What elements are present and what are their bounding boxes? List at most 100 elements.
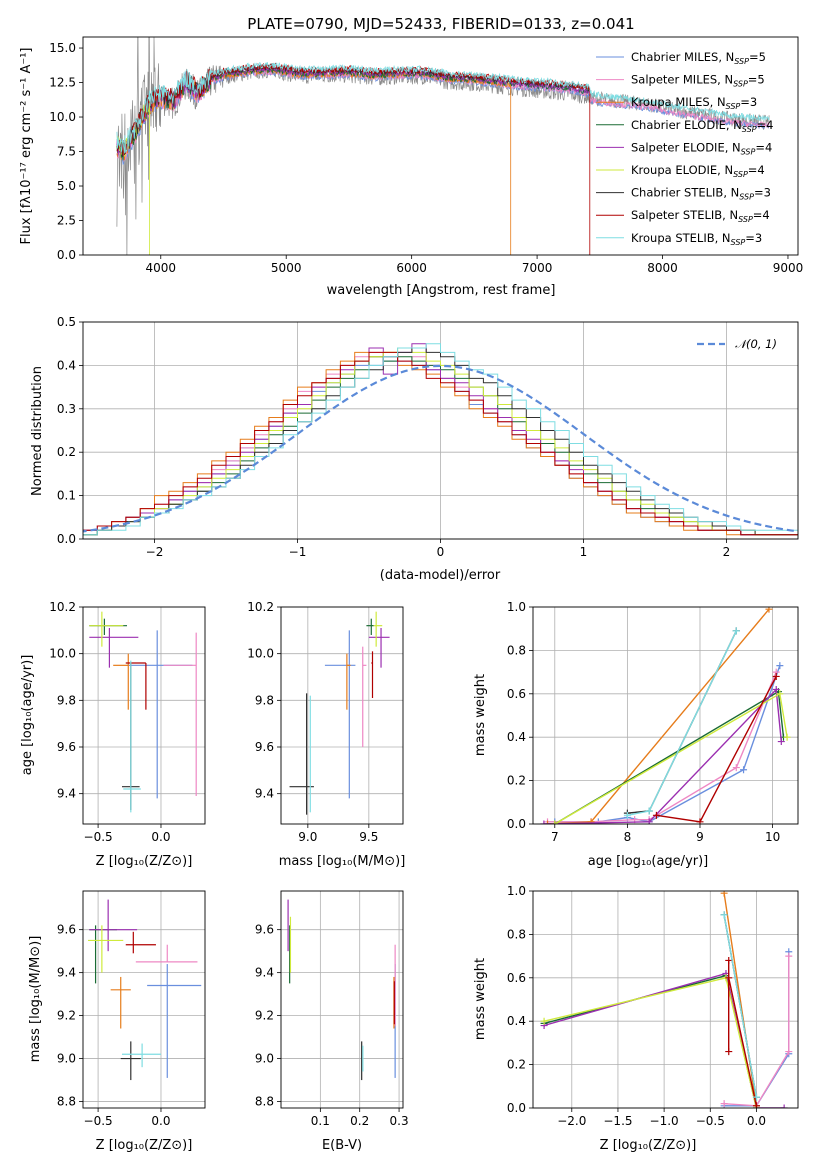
- weight-vs-age-plot-area: [540, 607, 791, 824]
- mass-vs-Z-xtick-label-1: 0.0: [151, 1114, 170, 1128]
- weight-marker-salpeter-stelib: [696, 818, 704, 824]
- weight-marker-salpeter-stelib: [652, 811, 660, 819]
- weight-line-chabrier-stelib: [627, 630, 737, 814]
- mass-vs-EBV-ytick-label-1: 9.0: [255, 1052, 274, 1066]
- spectrum-ytick-label-3: 7.5: [57, 145, 76, 159]
- point-kroupa-stelib: [121, 1043, 161, 1068]
- age-vs-Z-xtick-label-1: 0.0: [151, 830, 170, 844]
- spectrum-axes: 4000 5000 6000 7000 8000 9000 0.0 2.5 5.0 7.5 10.0…: [49, 36, 803, 275]
- weight-vs-age-ylabel: mass weight: [473, 674, 488, 756]
- spectrum-xtick-label-3: 7000: [522, 261, 553, 275]
- weight-marker-salpeter-elodie: [645, 818, 653, 824]
- mass-vs-metallicity-panel: Z [log₁₀(Z/Z⊙)] mass [log₁₀(M/M⊙)] −0.5 0…: [28, 890, 206, 1153]
- weight-series-chabrier-elodie: [540, 972, 760, 1108]
- weight-marker-kroupa-elodie: [776, 690, 784, 698]
- point-kroupa-stelib: [123, 660, 141, 813]
- residuals-xtick-label-2: 0: [437, 545, 445, 559]
- weight-line-salpeter-miles: [724, 956, 790, 1107]
- residuals-ytick-label-2: 0.2: [57, 445, 76, 459]
- legend-text: Chabrier STELIB, N: [631, 186, 739, 200]
- age-vs-Z-ytick-label-4: 10.2: [49, 600, 76, 614]
- age-vs-mass-frame: [280, 606, 404, 825]
- mass-vs-EBV-grid: [281, 891, 403, 1108]
- point-salpeter-stelib: [125, 662, 147, 710]
- legend-label-salpeter-elodie: Salpeter ELODIE, NSSP=4: [631, 140, 772, 156]
- point-chabrier-elodie: [89, 925, 117, 984]
- legend-subscript: SSP: [734, 57, 749, 66]
- spectrum-xtick-label-4: 8000: [647, 261, 678, 275]
- weight-vs-age-ytick-label-1: 0.2: [507, 774, 526, 788]
- spectrum-ytick-label-1: 2.5: [57, 214, 76, 228]
- weight-line-salpeter-stelib: [656, 676, 777, 823]
- spectrum-ytick-label-2: 5.0: [57, 179, 76, 193]
- weight-line-salpeter-stelib: [728, 960, 758, 1106]
- point-kroupa-miles: [113, 653, 129, 710]
- age-vs-mass-ytick-label-4: 10.2: [247, 600, 274, 614]
- legend-label-kroupa-elodie: Kroupa ELODIE, NSSP=4: [631, 163, 765, 179]
- weight-vs-Z-ytick-label-0: 0.0: [507, 1101, 526, 1115]
- legend-subscript: SSP: [731, 238, 746, 247]
- normal-curve: [83, 364, 798, 533]
- weight-marker-salpeter-elodie: [780, 1104, 788, 1108]
- weight-series-salpeter-stelib: [725, 956, 760, 1108]
- age-vs-Z-ytick-label-0: 9.4: [57, 787, 76, 801]
- legend-equals: =3: [740, 95, 757, 109]
- weight-vs-Z-ytick-label-5: 1.0: [507, 884, 526, 898]
- histogram-salpeter-stelib: [83, 351, 798, 536]
- legend-text: Salpeter STELIB, N: [631, 208, 738, 222]
- point-salpeter-miles: [163, 632, 197, 796]
- mass-vs-Z-axes: −0.5 0.0 8.8 9.0 9.2 9.4 9.6: [57, 890, 206, 1128]
- weight-marker-salpeter-elodie: [777, 738, 785, 746]
- point-salpeter-elodie: [368, 628, 390, 668]
- mass-vs-EBV-xtick-label-0: 0.1: [311, 1114, 330, 1128]
- mass-vs-EBV-ytick-label-3: 9.4: [255, 966, 274, 980]
- weight-marker-kroupa-elodie: [783, 733, 791, 741]
- residuals-ytick-label-3: 0.3: [57, 402, 76, 416]
- age-vs-mass-axes: 9.0 9.5 9.4 9.6 9.8 10.0 10.2: [247, 600, 404, 844]
- weight-vs-age-xtick-label-1: 8: [624, 830, 632, 844]
- legend-subscript: SSP: [741, 147, 756, 156]
- residuals-xtick-label-3: 1: [580, 545, 588, 559]
- weight-line-salpeter-elodie: [543, 687, 782, 824]
- weight-vs-Z-ytick-label-2: 0.4: [507, 1014, 526, 1028]
- point-salpeter-elodie: [89, 899, 138, 952]
- point-salpeter-miles: [362, 646, 367, 747]
- weight-series-kroupa-stelib: [623, 627, 740, 819]
- mass-vs-ebv-panel: E(B-V) 0.1 0.2 0.3 8.8 9.0 9.2 9.4 9.6: [255, 890, 409, 1153]
- spectrum-ytick-label-0: 0.0: [57, 248, 76, 262]
- residuals-ytick-label-0: 0.0: [57, 532, 76, 546]
- legend-text: Chabrier ELODIE, N: [631, 118, 742, 132]
- weight-marker-salpeter-miles: [720, 1100, 728, 1108]
- weight-marker-kroupa-stelib: [752, 1093, 760, 1101]
- age-vs-Z-frame: [82, 606, 206, 825]
- residuals-xtick-label-1: −1: [289, 545, 307, 559]
- weight-marker-salpeter-elodie: [772, 685, 780, 693]
- legend-label-kroupa-stelib: Kroupa STELIB, NSSP=3: [631, 231, 762, 247]
- weight-marker-kroupa-elodie: [540, 1017, 548, 1025]
- residuals-xtick-label-4: 2: [723, 545, 731, 559]
- histogram-chabrier-stelib: [83, 347, 798, 536]
- spectrum-xtick-label-1: 5000: [271, 261, 302, 275]
- weight-marker-salpeter-miles: [785, 952, 793, 960]
- residuals-plot-area: [83, 343, 798, 536]
- spectrum-plot-area: [116, 37, 770, 255]
- legend-label-salpeter-miles: Salpeter MILES, NSSP=5: [631, 73, 765, 89]
- legend-text: Kroupa STELIB, N: [631, 231, 731, 245]
- age-vs-metallicity-panel: Z [log₁₀(Z/Z⊙)] age [log₁₀(age/yr)] −0.5…: [20, 600, 206, 869]
- age-vs-mass-ytick-label-2: 9.8: [255, 693, 274, 707]
- weight-vs-age-panel: age [log₁₀(age/yr)] mass weight 7 8 9 10 0.0…: [473, 600, 799, 869]
- legend-text: Kroupa ELODIE, N: [631, 163, 733, 177]
- point-salpeter-stelib: [371, 651, 374, 698]
- age-vs-mass-ytick-label-1: 9.6: [255, 740, 274, 754]
- mass-vs-EBV-xtick-label-2: 0.3: [390, 1114, 409, 1128]
- mass-vs-Z-ytick-label-3: 9.4: [57, 966, 76, 980]
- legend-subscript: SSP: [733, 170, 748, 179]
- point-salpeter-stelib: [125, 931, 156, 954]
- age-vs-Z-ytick-label-1: 9.6: [57, 740, 76, 754]
- weight-vs-age-xlabel: age [log₁₀(age/yr)]: [588, 854, 709, 869]
- point-chabrier-elodie: [366, 618, 374, 635]
- weight-marker-kroupa-miles: [720, 891, 728, 897]
- weight-series-kroupa-miles: [544, 607, 773, 824]
- mass-vs-Z-xtick-label-0: −0.5: [84, 1114, 113, 1128]
